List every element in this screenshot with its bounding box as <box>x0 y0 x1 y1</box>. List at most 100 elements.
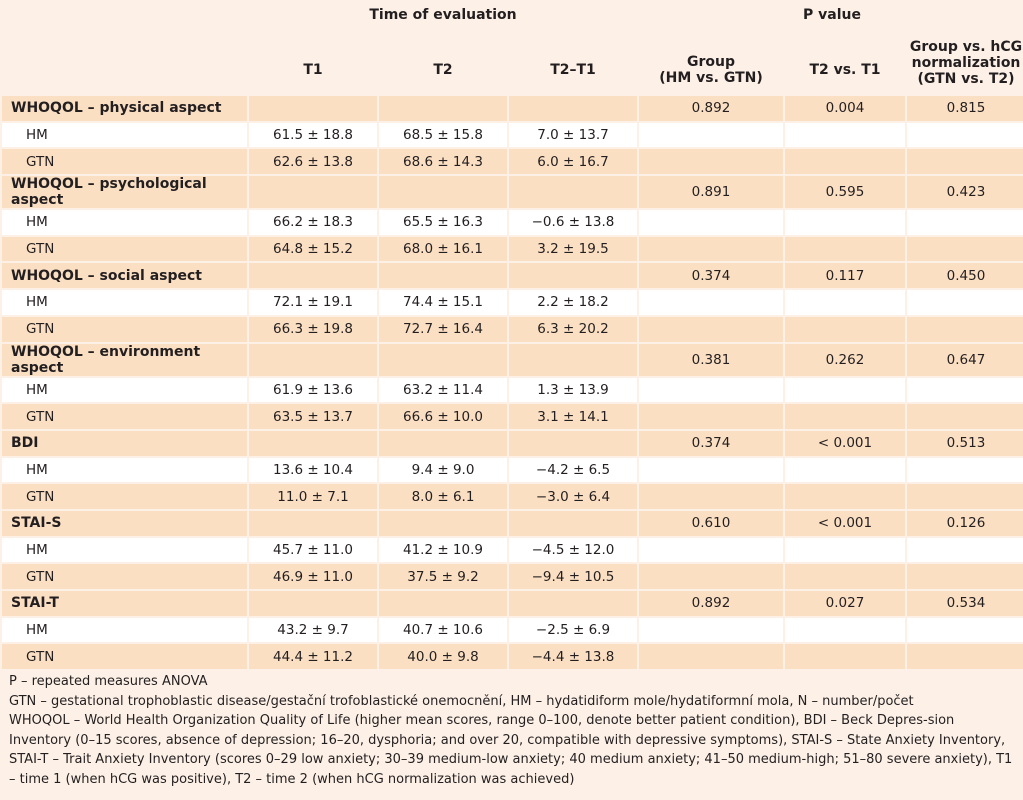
empty-cell <box>907 377 1023 405</box>
p-hcg-value: 0.450 <box>907 263 1023 291</box>
table-row: HM 13.6 ± 10.4 9.4 ± 9.0 −4.2 ± 6.5 <box>2 457 1023 485</box>
t1-value: 66.3 ± 19.8 <box>249 316 377 344</box>
empty-cell <box>639 290 783 317</box>
section-title: WHOQOL – social aspect <box>2 263 247 291</box>
empty-cell <box>785 644 905 672</box>
group-header-line1: Group <box>686 54 735 70</box>
empty-cell <box>379 430 507 458</box>
table-row: HM 61.5 ± 18.8 68.5 ± 15.8 7.0 ± 13.7 <box>2 122 1023 150</box>
t2-value: 63.2 ± 11.4 <box>379 377 507 405</box>
empty-cell <box>785 617 905 645</box>
empty-cell <box>785 404 905 431</box>
t2-t1-value: −0.6 ± 13.8 <box>509 210 637 237</box>
hcg-header-line2: normalization <box>911 55 1021 71</box>
t1-value: 62.6 ± 13.8 <box>249 149 377 177</box>
group-label: GTN <box>2 404 247 431</box>
t1-value: 64.8 ± 15.2 <box>249 236 377 264</box>
p-value-header: P value <box>803 7 861 23</box>
empty-cell <box>785 564 905 591</box>
group-label: GTN <box>2 484 247 511</box>
p-group-value: 0.892 <box>639 96 783 123</box>
empty-cell <box>379 343 507 378</box>
empty-cell <box>639 149 783 177</box>
empty-cell <box>907 564 1023 591</box>
empty-cell <box>907 210 1023 237</box>
section-row: WHOQOL – social aspect 0.374 0.117 0.450 <box>2 263 1023 291</box>
table-row: GTN 66.3 ± 19.8 72.7 ± 16.4 6.3 ± 20.2 <box>2 316 1023 344</box>
t2-t1-value: 3.1 ± 14.1 <box>509 404 637 431</box>
section-title: WHOQOL – psychological aspect <box>2 176 247 211</box>
p-time-value: 0.027 <box>785 591 905 618</box>
section-title: WHOQOL – environment aspect <box>2 343 247 378</box>
results-table-figure: Time of evaluation P value T1 T2 T2–T1 G… <box>2 7 1023 672</box>
p-hcg-value: 0.126 <box>907 510 1023 538</box>
section-row: WHOQOL – physical aspect 0.892 0.004 0.815 <box>2 96 1023 123</box>
empty-cell <box>379 591 507 618</box>
table-row: HM 72.1 ± 19.1 74.4 ± 15.1 2.2 ± 18.2 <box>2 290 1023 317</box>
t2-value: 37.5 ± 9.2 <box>379 564 507 591</box>
group-label: HM <box>2 290 247 317</box>
t2-vs-t1-column-header: T2 vs. T1 <box>809 62 881 78</box>
empty-cell <box>785 316 905 344</box>
t2-value: 9.4 ± 9.0 <box>379 457 507 485</box>
empty-cell <box>639 484 783 511</box>
section-row: WHOQOL – environment aspect 0.381 0.262 0.6… <box>2 343 1023 378</box>
empty-cell <box>785 290 905 317</box>
empty-cell <box>639 644 783 672</box>
empty-cell <box>249 591 377 618</box>
empty-cell <box>639 377 783 405</box>
footnote: WHOQOL – World Health Organization Quali… <box>9 713 1013 787</box>
section-title: STAI-S <box>2 510 247 538</box>
empty-cell <box>509 591 637 618</box>
t1-value: 72.1 ± 19.1 <box>249 290 377 317</box>
group-label: GTN <box>2 644 247 672</box>
empty-cell <box>509 96 637 123</box>
t2-value: 72.7 ± 16.4 <box>379 316 507 344</box>
section-row: WHOQOL – psychological aspect 0.891 0.595 0… <box>2 176 1023 211</box>
table-row: HM 45.7 ± 11.0 41.2 ± 10.9 −4.5 ± 12.0 <box>2 537 1023 565</box>
p-time-value: 0.117 <box>785 263 905 291</box>
time-of-evaluation-header: Time of evaluation <box>369 7 517 23</box>
t1-value: 44.4 ± 11.2 <box>249 644 377 672</box>
t1-value: 61.5 ± 18.8 <box>249 122 377 150</box>
empty-cell <box>249 96 377 123</box>
table-row: GTN 44.4 ± 11.2 40.0 ± 9.8 −4.4 ± 13.8 <box>2 644 1023 672</box>
t1-value: 45.7 ± 11.0 <box>249 537 377 565</box>
t1-value: 63.5 ± 13.7 <box>249 404 377 431</box>
p-time-value: 0.004 <box>785 96 905 123</box>
p-group-value: 0.374 <box>639 430 783 458</box>
table-row: GTN 11.0 ± 7.1 8.0 ± 6.1 −3.0 ± 6.4 <box>2 484 1023 511</box>
p-time-value: 0.262 <box>785 343 905 378</box>
group-label: HM <box>2 377 247 405</box>
t1-value: 13.6 ± 10.4 <box>249 457 377 485</box>
empty-cell <box>785 210 905 237</box>
t2-value: 8.0 ± 6.1 <box>379 484 507 511</box>
group-label: GTN <box>2 149 247 177</box>
t2-value: 68.5 ± 15.8 <box>379 122 507 150</box>
table-row: GTN 64.8 ± 15.2 68.0 ± 16.1 3.2 ± 19.5 <box>2 236 1023 264</box>
section-title: BDI <box>2 430 247 458</box>
t2-t1-value: −2.5 ± 6.9 <box>509 617 637 645</box>
footnote: GTN – gestational trophoblastic disease/… <box>9 693 914 709</box>
section-title: STAI-T <box>2 591 247 618</box>
group-label: GTN <box>2 236 247 264</box>
t2-value: 65.5 ± 16.3 <box>379 210 507 237</box>
table-row: GTN 62.6 ± 13.8 68.6 ± 14.3 6.0 ± 16.7 <box>2 149 1023 177</box>
t2-value: 41.2 ± 10.9 <box>379 537 507 565</box>
empty-cell <box>379 176 507 211</box>
p-hcg-value: 0.423 <box>907 176 1023 211</box>
group-label: HM <box>2 537 247 565</box>
p-time-value: < 0.001 <box>785 430 905 458</box>
empty-cell <box>379 263 507 291</box>
empty-cell <box>907 236 1023 264</box>
section-title: WHOQOL – physical aspect <box>2 96 247 123</box>
group-label: HM <box>2 617 247 645</box>
empty-cell <box>907 404 1023 431</box>
p-group-value: 0.891 <box>639 176 783 211</box>
empty-cell <box>907 537 1023 565</box>
p-group-value: 0.610 <box>639 510 783 538</box>
empty-cell <box>509 430 637 458</box>
results-table: Time of evaluation P value T1 T2 T2–T1 G… <box>2 7 1023 672</box>
empty-cell <box>907 484 1023 511</box>
t2-value: 66.6 ± 10.0 <box>379 404 507 431</box>
